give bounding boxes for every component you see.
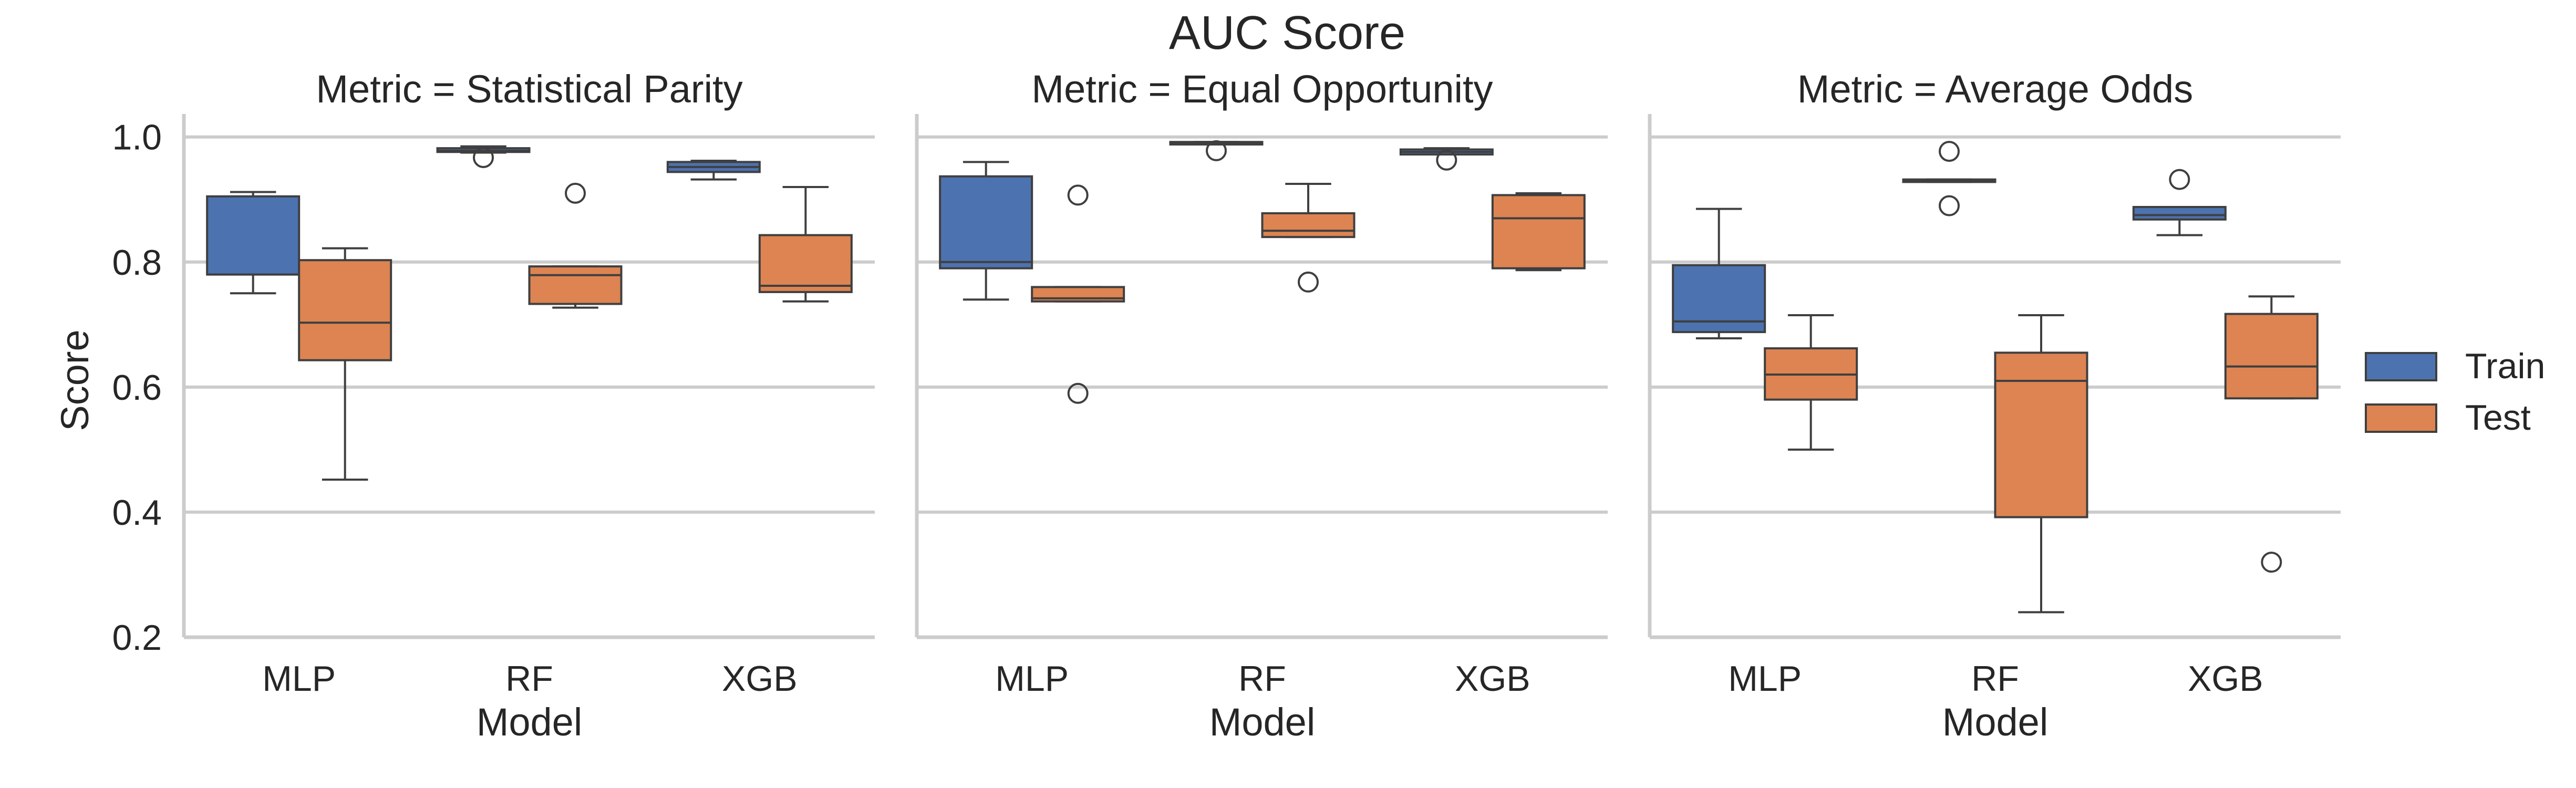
outlier-point: [1436, 149, 1457, 171]
legend-label: Test: [2465, 398, 2531, 438]
facet-panels: 1.0 0.8 0.6 0.4 0.2 Metric = Statistical Pari…: [112, 67, 2341, 744]
box-test-rf: [1261, 182, 1356, 293]
y-tick-label: 0.6: [112, 368, 162, 408]
legend-label: Train: [2465, 346, 2545, 386]
box-train-rf: [1902, 141, 1996, 216]
y-axis-label: Score: [53, 329, 97, 431]
box-test-mlp: [1031, 184, 1125, 404]
box-test-mlp: [298, 247, 392, 481]
box-iqr: [206, 195, 301, 276]
outlier-point: [1206, 140, 1227, 161]
box-iqr: [758, 234, 853, 293]
outlier-point: [2261, 552, 2282, 573]
panel-metric-equal-opportunity: Metric = Equal Opportunity MLP RF XGB Model: [915, 67, 1608, 744]
legend-swatch: [2365, 352, 2437, 381]
legend-swatch: [2365, 403, 2437, 433]
box-iqr: [939, 175, 1033, 269]
x-tick-label: MLP: [995, 659, 1069, 699]
box-train-xgb: [1399, 147, 1494, 171]
box-train-rf: [436, 145, 531, 168]
panel-title: Metric = Statistical Parity: [316, 67, 742, 111]
box-iqr: [1491, 194, 1586, 269]
box-train-rf: [1169, 140, 1264, 161]
box-iqr: [1994, 351, 2088, 519]
panel-title: Metric = Equal Opportunity: [1031, 67, 1493, 111]
legend: Train Test: [2365, 346, 2545, 438]
box-test-xgb: [2224, 295, 2319, 573]
x-axis-label: Model: [1942, 700, 2049, 744]
x-axis-label: Model: [1209, 700, 1316, 744]
x-tick-label: XGB: [722, 659, 798, 699]
box-test-rf: [1994, 314, 2088, 614]
outlier-point: [1298, 271, 1319, 293]
box-iqr: [2132, 206, 2227, 221]
panel-title: Metric = Average Odds: [1797, 67, 2193, 111]
box-iqr: [528, 265, 623, 305]
box-iqr: [2224, 313, 2319, 400]
y-tick-label: 0.8: [112, 243, 162, 283]
box-test-xgb: [758, 185, 853, 303]
x-tick-label: XGB: [2188, 659, 2263, 699]
x-tick-label: MLP: [262, 659, 336, 699]
x-tick-label: RF: [505, 659, 553, 699]
outlier-point: [1939, 141, 1960, 162]
outlier-point: [2169, 169, 2190, 190]
box-train-xgb: [666, 159, 761, 181]
outlier-point: [1067, 382, 1089, 404]
panel-metric-average-odds: Metric = Average Odds MLP RF XGB Model: [1648, 67, 2341, 744]
box-test-mlp: [1764, 314, 1858, 451]
box-train-mlp: [206, 191, 301, 295]
box-test-rf: [528, 182, 623, 309]
panel-metric-statistical-parity: 1.0 0.8 0.6 0.4 0.2 Metric = Statistical Pari…: [112, 67, 875, 744]
x-tick-label: RF: [1971, 659, 2019, 699]
box-train-xgb: [2132, 169, 2227, 236]
x-tick-label: MLP: [1728, 659, 1802, 699]
chart-title: AUC Score: [1169, 7, 1405, 59]
box-test-xgb: [1491, 192, 1586, 272]
y-tick-label: 0.4: [112, 493, 162, 533]
box-train-mlp: [1672, 208, 1766, 340]
outlier-point: [565, 182, 586, 204]
outlier-point: [1939, 195, 1960, 216]
y-tick-label: 0.2: [112, 618, 162, 658]
box-iqr: [298, 259, 392, 361]
y-tick-label: 1.0: [112, 118, 162, 158]
x-tick-label: RF: [1238, 659, 1286, 699]
outlier-point: [473, 147, 494, 168]
x-axis-label: Model: [477, 700, 583, 744]
box-iqr: [1261, 212, 1356, 239]
outlier-point: [1067, 184, 1089, 206]
legend-item-test: Test: [2365, 398, 2531, 438]
box-train-mlp: [939, 161, 1033, 301]
x-tick-label: XGB: [1455, 659, 1530, 699]
legend-item-train: Train: [2365, 346, 2545, 386]
